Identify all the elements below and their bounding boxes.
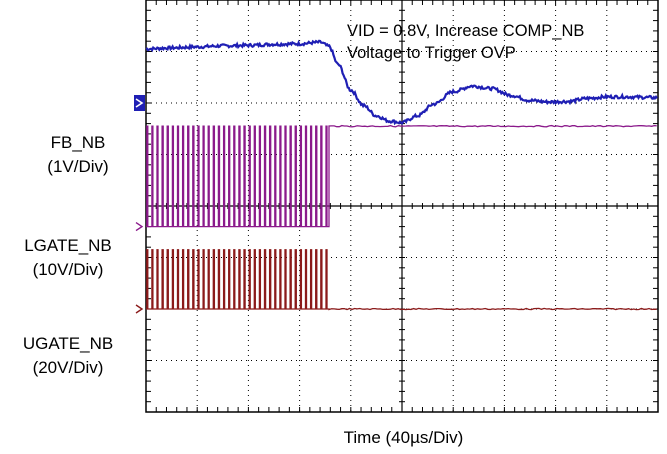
- lgate-nb-label: LGATE_NB (10V/Div): [8, 236, 128, 280]
- ugate-nb-name: UGATE_NB: [22, 334, 114, 353]
- lgate-nb-name: LGATE_NB: [24, 236, 112, 255]
- fb-nb-marker-arrow: [135, 98, 144, 108]
- fb-nb-label: FB_NB (1V/Div): [28, 133, 128, 177]
- fb-nb-name: FB_NB: [50, 133, 106, 152]
- fb-nb-trace: [145, 39, 658, 126]
- ugate-nb-label: UGATE_NB (20V/Div): [8, 334, 128, 378]
- ugate-nb-marker: [135, 304, 144, 314]
- ugate-nb-scale: (20V/Div): [32, 358, 104, 377]
- x-axis-label: Time (40µs/Div): [343, 428, 464, 447]
- fb-nb-marker: [134, 95, 145, 111]
- lgate-nb-marker: [135, 222, 144, 232]
- annotation: VID = 0.8V, Increase COMP_NB Voltage to …: [347, 20, 584, 64]
- lgate-nb-scale: (10V/Div): [32, 260, 104, 279]
- traces: [145, 39, 658, 311]
- fb-nb-scale: (1V/Div): [47, 157, 109, 176]
- annotation-line-2: Voltage to Trigger OVP: [347, 44, 516, 62]
- annotation-line-1: VID = 0.8V, Increase COMP_NB: [347, 22, 585, 40]
- channel-markers: [134, 95, 145, 314]
- ugate-nb-trace: [146, 249, 657, 311]
- lgate-nb-trace: [146, 124, 657, 228]
